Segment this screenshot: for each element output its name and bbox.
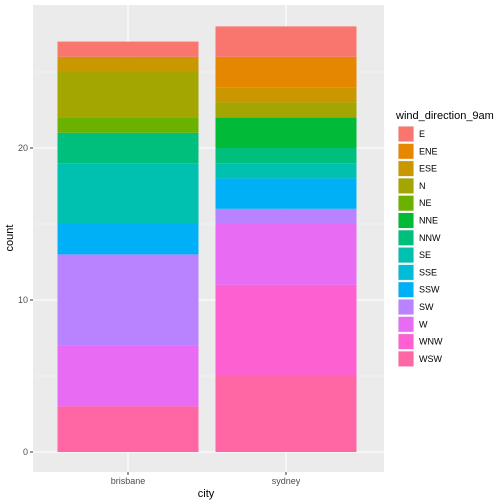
legend-label: SSW	[419, 285, 440, 295]
legend-swatch-nnw	[398, 230, 414, 246]
y-axis-title: count	[4, 225, 16, 252]
x-axis: brisbane sydney	[111, 472, 301, 486]
bar-segment-brisbane-w	[57, 345, 199, 407]
legend-swatch-ne	[398, 195, 414, 211]
bar-segment-brisbane-wsw	[57, 406, 199, 452]
bar-segment-brisbane-e	[57, 41, 199, 57]
legend-swatch-n	[398, 178, 414, 194]
bar-segment-brisbane-n	[57, 72, 199, 118]
y-axis: 0 10 20	[18, 143, 33, 457]
legend-label: ENE	[419, 146, 438, 156]
legend-label: SW	[419, 302, 434, 312]
bar-segment-sydney-ssw	[215, 178, 357, 209]
y-tick-label: 0	[23, 447, 28, 457]
x-tick-label: sydney	[272, 476, 301, 486]
bar-segment-brisbane-se	[57, 163, 199, 224]
bar-segment-sydney-nne	[215, 117, 357, 148]
bar-segment-sydney-wnw	[215, 284, 357, 376]
bar-segment-brisbane-ne	[57, 117, 199, 133]
legend-swatch-sw	[398, 299, 414, 315]
legend-label: NE	[419, 198, 432, 208]
legend-swatch-ene	[398, 143, 414, 159]
legend-swatch-ssw	[398, 282, 414, 298]
legend-label: E	[419, 129, 425, 139]
legend-swatch-wsw	[398, 351, 414, 367]
bar-segment-sydney-e	[215, 26, 357, 57]
legend-label: W	[419, 319, 428, 329]
legend-swatch-se	[398, 247, 414, 263]
legend-swatch-nne	[398, 213, 414, 228]
legend-swatch-e	[398, 126, 414, 142]
bars	[57, 26, 357, 452]
legend-swatch-w	[398, 316, 414, 332]
bar-segment-sydney-ese	[215, 87, 357, 103]
legend-swatch-ese	[398, 161, 414, 177]
legend-label: NNE	[419, 216, 438, 226]
bar-segment-sydney-nnw	[215, 148, 357, 164]
bar-segment-brisbane-ssw	[57, 224, 199, 255]
bar-segment-brisbane-sw	[57, 254, 199, 346]
y-tick-label: 20	[18, 143, 28, 153]
bar-segment-brisbane-nnw	[57, 132, 199, 164]
bar-segment-sydney-se	[215, 163, 357, 179]
bar-segment-brisbane-ese	[57, 56, 199, 72]
bar-segment-sydney-n	[215, 102, 357, 118]
x-tick-label: brisbane	[111, 476, 146, 486]
bar-segment-sydney-sw	[215, 208, 357, 224]
legend-label: SE	[419, 250, 431, 260]
bar-segment-sydney-wsw	[215, 376, 357, 452]
legend-title: wind_direction_9am	[395, 110, 494, 122]
legend-label: WSW	[419, 354, 442, 364]
bar-segment-sydney-w	[215, 224, 357, 285]
x-axis-title: city	[198, 488, 215, 500]
legend: wind_direction_9am EENEESENNENNENNWSESSE…	[395, 110, 494, 367]
y-tick-label: 10	[18, 295, 28, 305]
legend-swatch-wnw	[398, 334, 414, 350]
legend-label: N	[419, 181, 426, 191]
legend-label: WNW	[419, 337, 443, 347]
legend-label: ESE	[419, 164, 437, 174]
legend-label: NNW	[419, 233, 441, 243]
legend-swatch-sse	[398, 264, 414, 280]
legend-label: SSE	[419, 267, 437, 277]
bar-segment-sydney-ene	[215, 56, 357, 88]
